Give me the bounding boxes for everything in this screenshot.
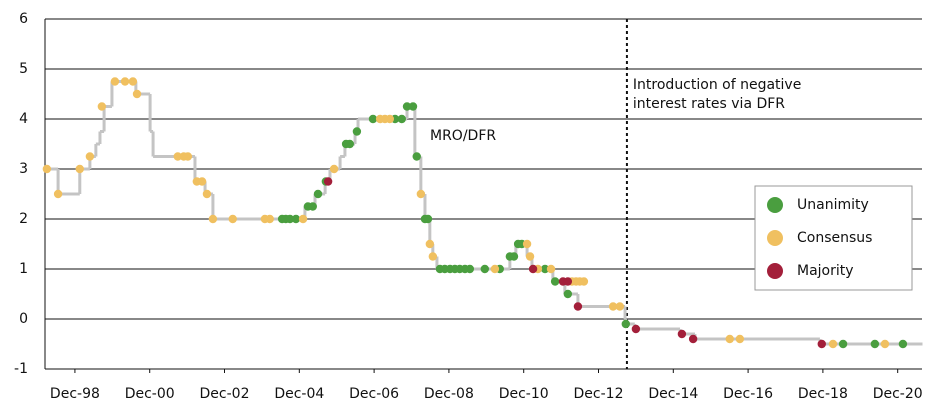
x-tick-label: Dec-12 xyxy=(574,386,624,402)
dot xyxy=(608,302,618,311)
dot xyxy=(412,152,421,161)
dot xyxy=(97,102,107,111)
legend-label: Consensus xyxy=(797,230,872,246)
dot xyxy=(573,302,583,311)
legend-swatch xyxy=(767,230,783,246)
dot xyxy=(308,202,317,211)
dot xyxy=(425,239,435,249)
dot xyxy=(563,289,573,299)
x-tick-label: Dec-10 xyxy=(499,386,549,402)
legend-swatch xyxy=(767,263,783,279)
x-tick-label: Dec-98 xyxy=(50,386,100,402)
x-tick-label: Dec-08 xyxy=(424,386,474,402)
dot xyxy=(898,339,908,349)
annotation: interest rates via DFR xyxy=(633,96,785,112)
dot xyxy=(838,339,848,349)
dot xyxy=(202,189,212,199)
x-tick-label: Dec-02 xyxy=(200,386,250,402)
y-tick-label: 3 xyxy=(19,161,28,177)
dot xyxy=(228,214,237,224)
dot xyxy=(509,252,519,261)
x-tick-label: Dec-04 xyxy=(274,386,324,402)
dot xyxy=(345,139,354,149)
dot xyxy=(385,114,395,124)
dot xyxy=(352,127,362,136)
annotation: Introduction of negative xyxy=(633,77,801,93)
dot xyxy=(323,177,333,186)
x-tick-label: Dec-18 xyxy=(798,386,848,402)
dot xyxy=(120,77,130,86)
dot xyxy=(128,77,138,86)
dot xyxy=(735,334,745,344)
dot xyxy=(208,214,218,224)
y-tick-label: 6 xyxy=(19,11,28,27)
dot xyxy=(397,114,406,124)
dot xyxy=(546,264,556,274)
dot xyxy=(183,152,193,161)
dot xyxy=(870,339,880,349)
series-label: MRO/DFR xyxy=(430,128,496,144)
dot xyxy=(408,102,418,111)
dot xyxy=(173,152,182,161)
dot xyxy=(53,189,63,199)
dot xyxy=(828,339,838,349)
x-tick-label: Dec-00 xyxy=(125,386,175,402)
dot xyxy=(291,214,301,224)
y-tick-label: 0 xyxy=(19,311,28,327)
x-tick-label: Dec-06 xyxy=(349,386,399,402)
dot xyxy=(563,277,573,286)
y-tick-label: 5 xyxy=(19,61,28,77)
dot xyxy=(285,214,295,224)
dot xyxy=(197,177,207,186)
x-tick-label: Dec-14 xyxy=(648,386,698,402)
dot xyxy=(817,339,826,349)
dot xyxy=(631,324,641,334)
dot xyxy=(490,264,500,274)
dot xyxy=(416,189,426,199)
dot xyxy=(368,114,378,124)
dot xyxy=(313,189,323,199)
dot xyxy=(688,334,698,344)
y-tick-label: 1 xyxy=(19,261,28,277)
dot xyxy=(298,214,308,224)
dot xyxy=(615,302,625,311)
dot xyxy=(725,334,734,344)
dot xyxy=(132,89,142,99)
dot xyxy=(579,277,589,286)
dot xyxy=(550,277,560,286)
dot xyxy=(265,214,274,224)
x-tick-label: Dec-20 xyxy=(873,386,923,402)
dot xyxy=(880,339,890,349)
dot xyxy=(540,264,550,274)
y-tick-label: -1 xyxy=(14,361,28,377)
dot xyxy=(480,264,490,274)
dot xyxy=(522,239,532,249)
dot xyxy=(402,102,412,111)
y-tick-label: 4 xyxy=(19,111,28,127)
dot xyxy=(75,164,84,174)
legend-swatch xyxy=(767,197,783,213)
dot xyxy=(42,164,52,174)
dot xyxy=(428,252,438,261)
dot xyxy=(465,264,475,274)
x-tick-label: Dec-16 xyxy=(723,386,773,402)
dot xyxy=(621,319,631,329)
y-tick-label: 2 xyxy=(19,211,28,227)
dot xyxy=(528,264,538,274)
dot xyxy=(110,77,120,86)
dot xyxy=(85,152,95,161)
legend-label: Majority xyxy=(797,263,854,279)
dot xyxy=(677,329,687,339)
legend-label: Unanimity xyxy=(797,197,869,213)
dot xyxy=(329,164,339,174)
dot xyxy=(423,214,433,224)
dot xyxy=(525,252,535,261)
